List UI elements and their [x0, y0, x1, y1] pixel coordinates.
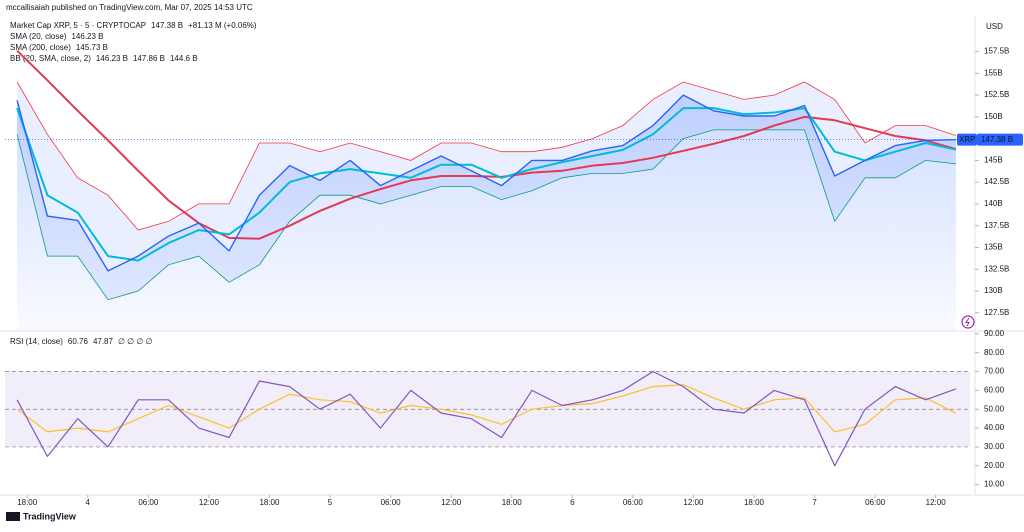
legend-text: Market Cap XRP, 5 · 5 · CRYPTOCAP	[10, 21, 146, 30]
price-area	[17, 95, 956, 331]
legend-text: RSI (14, close)	[10, 337, 63, 346]
band-lower	[16, 129, 956, 301]
x-tick-label: 06:00	[138, 498, 159, 507]
y-tick-label: 132.5B	[984, 264, 1009, 273]
y-tick-label: 10.00	[984, 480, 1005, 489]
y-tick-label: 70.00	[984, 367, 1005, 376]
price-tag-text: 147.38 B	[981, 135, 1013, 144]
x-tick-label: 12:00	[441, 498, 462, 507]
x-tick-label: 12:00	[926, 498, 947, 507]
y-tick-label: 137.5B	[984, 221, 1009, 230]
y-tick-label: 50.00	[984, 404, 1005, 413]
x-tick-label: 18:00	[502, 498, 523, 507]
y-tick-label: 135B	[984, 243, 1003, 252]
legend-text: +81.13 M (+0.06%)	[188, 21, 257, 30]
y-tick-label: 40.00	[984, 423, 1005, 432]
x-tick-label: 18:00	[17, 498, 38, 507]
price-tag	[977, 133, 1023, 146]
x-tick-label: 12:00	[683, 498, 704, 507]
series-line	[16, 49, 957, 240]
series-line	[16, 370, 957, 467]
alert-icon[interactable]	[961, 315, 975, 329]
series-line	[16, 94, 956, 272]
y-tick-label: 30.00	[984, 442, 1005, 451]
y-tick-label: 130B	[984, 286, 1003, 295]
y-tick-label: 150B	[984, 112, 1003, 121]
x-tick-label: 12:00	[199, 498, 220, 507]
legend-text: 47.87	[93, 337, 114, 346]
currency: USD	[986, 22, 1003, 31]
legend-text: SMA (200, close)	[10, 43, 71, 52]
legend-text: ∅ ∅ ∅ ∅	[118, 337, 153, 346]
legend-text: BB (20, SMA, close, 2)	[10, 54, 91, 63]
band-upper	[16, 81, 957, 231]
x-tick-label: 06:00	[381, 498, 402, 507]
y-tick-label: 142.5B	[984, 177, 1009, 186]
alert-icon-bolt	[965, 317, 970, 327]
x-tick-label: 5	[328, 498, 333, 507]
x-tick-label: 06:00	[865, 498, 886, 507]
y-tick-label: 60.00	[984, 385, 1005, 394]
y-tick-label: 140B	[984, 199, 1003, 208]
legend-text: 145.73 B	[76, 43, 108, 52]
legend-text: 147.38 B	[151, 21, 183, 30]
legend-text: 146.23 B	[96, 54, 128, 63]
x-tick-label: 6	[570, 498, 575, 507]
y-tick-label: 155B	[984, 68, 1003, 77]
legend-text: 144.6 B	[170, 54, 198, 63]
y-tick-label: 157.5B	[984, 47, 1009, 56]
y-tick-label: 145B	[984, 155, 1003, 164]
y-tick-label: 80.00	[984, 348, 1005, 357]
series-line	[16, 107, 957, 262]
y-tick-label: 20.00	[984, 461, 1005, 470]
x-tick-label: 4	[86, 498, 91, 507]
legend-text: 147.86 B	[133, 54, 165, 63]
brand-logo	[6, 512, 20, 521]
x-tick-label: 06:00	[623, 498, 644, 507]
y-tick-label: 90.00	[984, 329, 1005, 338]
x-tick-label: 7	[812, 498, 817, 507]
legend-text: 146.23 B	[71, 32, 103, 41]
legend-text: 60.76	[68, 337, 89, 346]
brand: TradingView	[23, 511, 77, 521]
x-tick-label: 18:00	[259, 498, 280, 507]
publisher: mccallisaiah published on TradingView.co…	[6, 3, 253, 12]
price-tag-name	[957, 133, 977, 146]
y-tick-label: 127.5B	[984, 308, 1009, 317]
x-tick-label: 18:00	[744, 498, 765, 507]
y-tick-label: 152.5B	[984, 90, 1009, 99]
legend-text: SMA (20, close)	[10, 32, 67, 41]
price-tag-name-text: XRP	[959, 135, 975, 144]
